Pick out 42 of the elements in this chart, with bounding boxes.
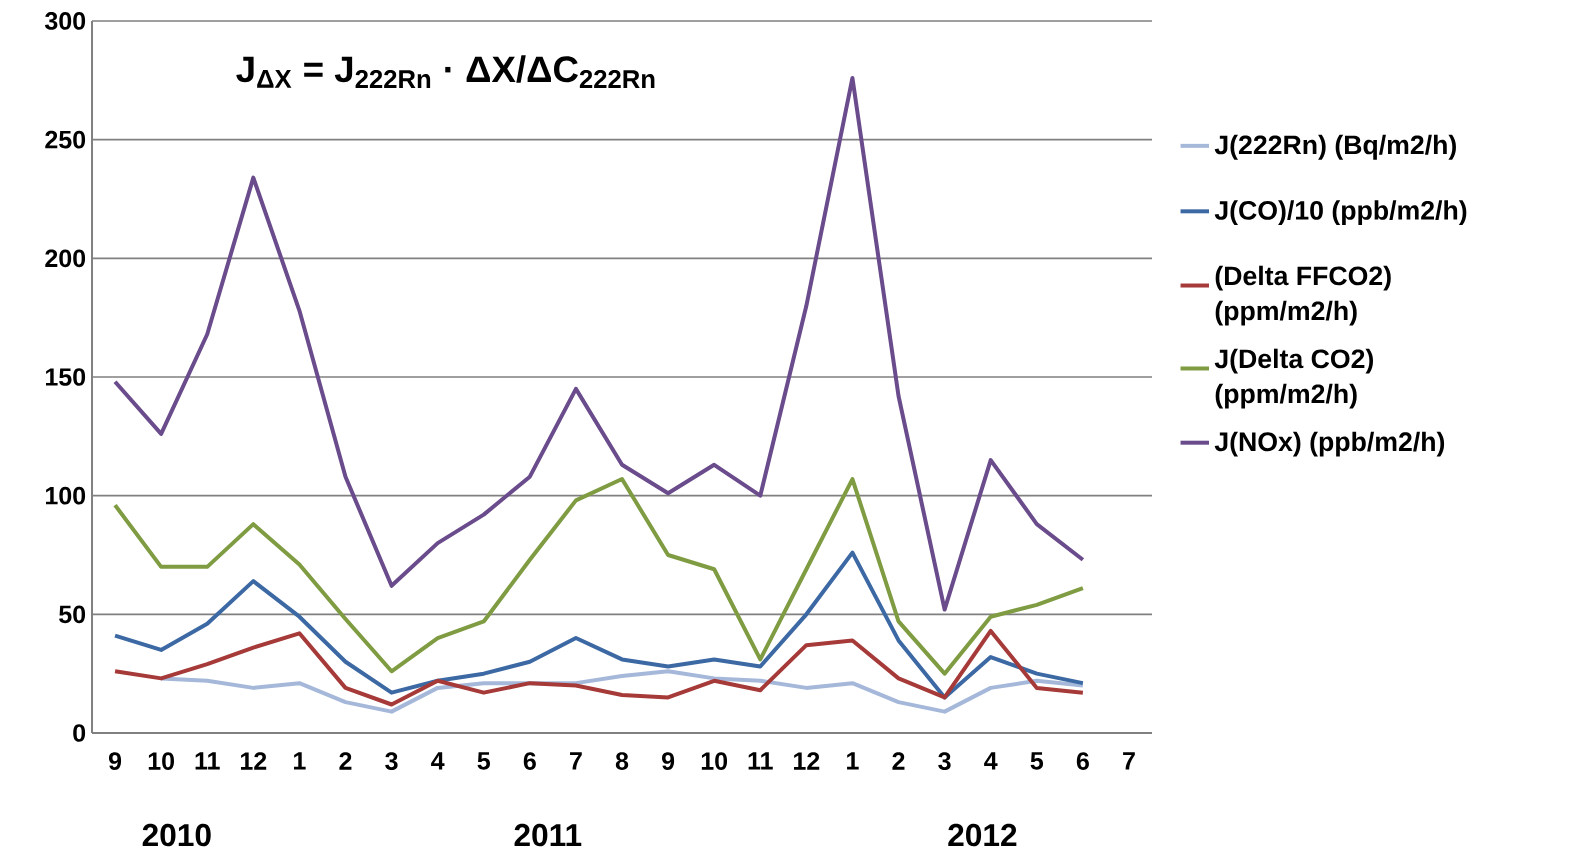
x-tick-label: 2 [892, 752, 905, 770]
x-tick-label: 10 [148, 752, 174, 770]
legend-label: (Delta FFCO2) (ppm/m2/h) [1215, 265, 1391, 326]
legend-label: J(Delta CO2) (ppm/m2/h) [1214, 348, 1373, 409]
legend-label: J(NOx) (ppb/m2/h) [1214, 431, 1445, 457]
x-tick-label: 7 [570, 752, 582, 770]
y-tick-label: 300 [44, 12, 86, 30]
x-tick-label: 2 [339, 752, 352, 770]
x-tick-label: 11 [195, 752, 220, 770]
y-tick-label: 100 [45, 486, 86, 505]
x-tick-label: 8 [615, 752, 629, 770]
x-tick-label: 12 [240, 752, 267, 770]
line-series [113, 628, 1085, 707]
x-tick-label: 5 [1030, 752, 1044, 770]
x-tick-label: 1 [294, 752, 306, 770]
x-tick-label: 1 [847, 752, 859, 770]
y-tick-label: 250 [45, 130, 86, 149]
x-tick-label: 5 [477, 752, 490, 770]
text: 2010 [142, 823, 211, 847]
x-tick-label: 9 [662, 752, 675, 770]
y-tick-label: 50 [59, 605, 86, 624]
x-tick-label: 9 [108, 752, 122, 770]
x-tick-label: 3 [385, 752, 398, 770]
x-tick-label: 10 [701, 752, 728, 770]
text: J$_{ΔX}$ = J$_{222Rn}$ · ΔX/ΔC$_{222Rn}$ [236, 55, 655, 88]
legend-label: J(CO)/10 (ppb/m2/h) [1214, 200, 1467, 226]
text: 2011 [514, 823, 582, 847]
x-tick-label: 4 [431, 752, 445, 770]
x-tick-label: 3 [938, 752, 951, 770]
x-tick-label: 6 [523, 752, 536, 770]
y-tick-label: 0 [73, 724, 86, 742]
line-series [113, 477, 1085, 676]
y-tick-label: 200 [45, 249, 86, 268]
x-tick-label: 12 [794, 752, 820, 770]
x-tick-label: 6 [1076, 752, 1089, 770]
line-series [113, 550, 1085, 700]
legend-label: J(222Rn) (Bq/m2/h) [1214, 134, 1456, 160]
y-tick-label: 150 [45, 368, 86, 386]
text: 2012 [948, 823, 1017, 847]
x-tick-label: 4 [984, 752, 998, 770]
x-tick-label: 7 [1123, 752, 1135, 770]
x-tick-label: 11 [748, 752, 773, 770]
